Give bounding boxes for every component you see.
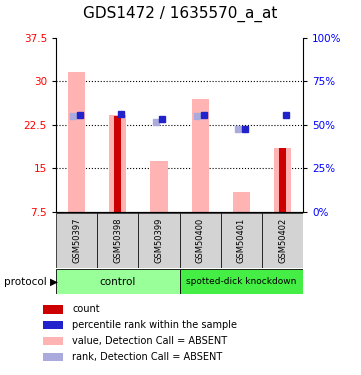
Bar <box>114 116 122 212</box>
Text: protocol ▶: protocol ▶ <box>4 277 58 286</box>
Text: spotted-dick knockdown: spotted-dick knockdown <box>186 277 297 286</box>
FancyBboxPatch shape <box>262 213 303 268</box>
Bar <box>279 148 286 212</box>
FancyBboxPatch shape <box>180 213 221 268</box>
Bar <box>192 99 209 212</box>
Text: value, Detection Call = ABSENT: value, Detection Call = ABSENT <box>72 336 227 346</box>
Text: control: control <box>100 277 136 286</box>
Text: GDS1472 / 1635570_a_at: GDS1472 / 1635570_a_at <box>83 6 278 22</box>
FancyBboxPatch shape <box>180 269 303 294</box>
FancyBboxPatch shape <box>56 269 180 294</box>
Bar <box>109 115 126 212</box>
Text: GSM50402: GSM50402 <box>278 218 287 263</box>
FancyBboxPatch shape <box>97 213 138 268</box>
Bar <box>274 148 291 212</box>
FancyBboxPatch shape <box>138 213 180 268</box>
Bar <box>68 72 85 212</box>
Text: count: count <box>72 304 100 314</box>
Text: GSM50399: GSM50399 <box>155 217 164 263</box>
Text: GSM50397: GSM50397 <box>72 217 81 263</box>
Text: rank, Detection Call = ABSENT: rank, Detection Call = ABSENT <box>72 352 222 362</box>
FancyBboxPatch shape <box>221 213 262 268</box>
Bar <box>233 192 250 212</box>
Text: GSM50400: GSM50400 <box>196 218 205 263</box>
FancyBboxPatch shape <box>56 213 97 268</box>
Bar <box>150 161 168 212</box>
Text: GSM50401: GSM50401 <box>237 218 246 263</box>
Text: GSM50398: GSM50398 <box>113 217 122 263</box>
Text: percentile rank within the sample: percentile rank within the sample <box>72 320 237 330</box>
